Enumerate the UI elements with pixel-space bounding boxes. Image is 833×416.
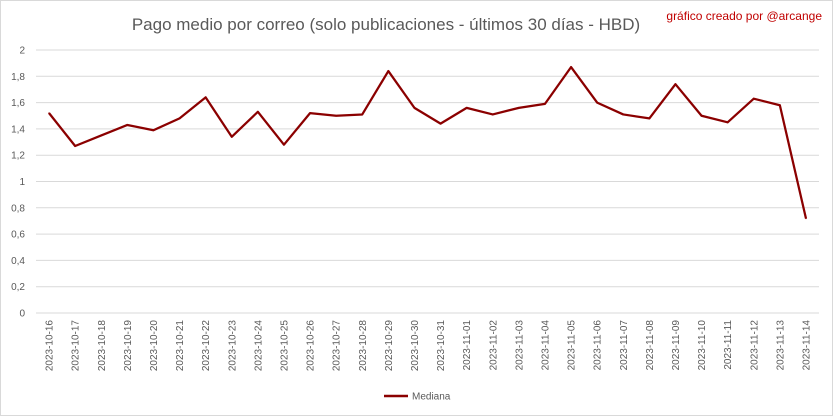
data-point (387, 70, 390, 72)
x-tick-label: 2023-11-13 (775, 320, 786, 371)
data-point (335, 114, 337, 117)
x-tick-label: 2023-11-14 (801, 320, 812, 371)
x-tick-label: 2023-11-12 (749, 320, 760, 371)
y-tick-label: 0,8 (11, 203, 25, 214)
x-tick-label: 2023-10-30 (410, 320, 421, 372)
y-tick-label: 1,2 (11, 151, 25, 162)
x-tick-label: 2023-10-18 (97, 320, 108, 372)
x-tick-label: 2023-10-28 (358, 320, 369, 372)
chart-title: Pago medio por correo (solo publicacione… (132, 15, 640, 34)
data-point (726, 121, 729, 124)
x-tick-label: 2023-10-16 (45, 320, 56, 372)
data-point (413, 107, 416, 109)
series-layer (48, 65, 808, 220)
data-point (309, 112, 311, 114)
data-point (257, 111, 259, 113)
data-point (465, 107, 468, 109)
data-point (152, 129, 155, 132)
y-tick-label: 2 (19, 46, 25, 57)
x-tick-label: 2023-10-20 (149, 320, 160, 372)
data-point (752, 97, 755, 100)
data-point (700, 114, 703, 117)
y-tick-label: 0 (19, 309, 25, 320)
x-tick-label: 2023-11-07 (619, 320, 630, 371)
data-point (491, 113, 494, 116)
data-point (674, 83, 677, 85)
data-point (439, 122, 442, 125)
data-point (544, 103, 546, 105)
x-tick-label: 2023-11-08 (645, 320, 656, 371)
data-point (48, 112, 50, 114)
x-tick-label: 2023-10-19 (123, 320, 134, 372)
data-point (570, 66, 572, 68)
data-point (126, 124, 129, 126)
x-tick-label: 2023-11-10 (697, 320, 708, 371)
chart-credit-annotation: gráfico creado por @arcange (666, 9, 822, 23)
x-tick-label: 2023-10-26 (306, 320, 317, 372)
x-tick-label: 2023-11-02 (488, 320, 499, 371)
data-point (805, 217, 807, 220)
x-tick-label: 2023-11-11 (723, 320, 734, 370)
data-point (779, 104, 781, 107)
y-tick-label: 0,4 (11, 256, 25, 267)
x-tick-label: 2023-10-29 (384, 320, 395, 372)
data-point (518, 107, 520, 109)
x-tick-label: 2023-11-04 (540, 320, 551, 371)
data-point (361, 113, 364, 116)
x-tick-label: 2023-10-31 (436, 320, 447, 372)
x-axis-ticks: 2023-10-16 2023-10-17 2023-10-18 2023-10-19… (45, 320, 813, 372)
legend: Mediana (384, 392, 451, 403)
data-point (178, 117, 181, 120)
x-tick-label: 2023-10-24 (253, 320, 264, 372)
y-tick-label: 1,6 (11, 98, 25, 109)
x-tick-label: 2023-10-22 (201, 320, 212, 372)
x-tick-label: 2023-11-01 (462, 320, 473, 371)
x-tick-label: 2023-10-17 (71, 320, 82, 372)
x-tick-label: 2023-10-21 (175, 320, 186, 372)
data-point (622, 113, 625, 116)
series-line-mediana (48, 65, 808, 219)
data-point (283, 143, 285, 146)
y-tick-label: 1,8 (11, 72, 25, 83)
y-tick-label: 1 (19, 177, 25, 188)
y-tick-label: 1,4 (11, 124, 25, 135)
gridlines (36, 49, 819, 314)
data-point (230, 135, 233, 138)
x-tick-label: 2023-11-09 (671, 320, 682, 371)
y-tick-label: 0,6 (11, 230, 25, 241)
x-tick-label: 2023-10-27 (332, 320, 343, 372)
data-point (648, 117, 651, 120)
x-tick-label: 2023-11-06 (593, 320, 604, 371)
data-point (596, 101, 598, 104)
y-axis-ticks: 0 0,2 0,4 0,6 0,8 1 1,2 1,4 1,6 1,8 2 (11, 46, 25, 320)
x-tick-label: 2023-10-25 (279, 320, 290, 372)
data-point (100, 134, 103, 137)
x-tick-label: 2023-10-23 (227, 320, 238, 372)
x-tick-label: 2023-11-03 (514, 320, 525, 371)
data-point (74, 145, 76, 147)
data-point (204, 96, 207, 99)
legend-label-mediana: Mediana (412, 392, 451, 403)
x-tick-label: 2023-11-05 (567, 320, 578, 371)
y-tick-label: 0,2 (11, 282, 25, 293)
